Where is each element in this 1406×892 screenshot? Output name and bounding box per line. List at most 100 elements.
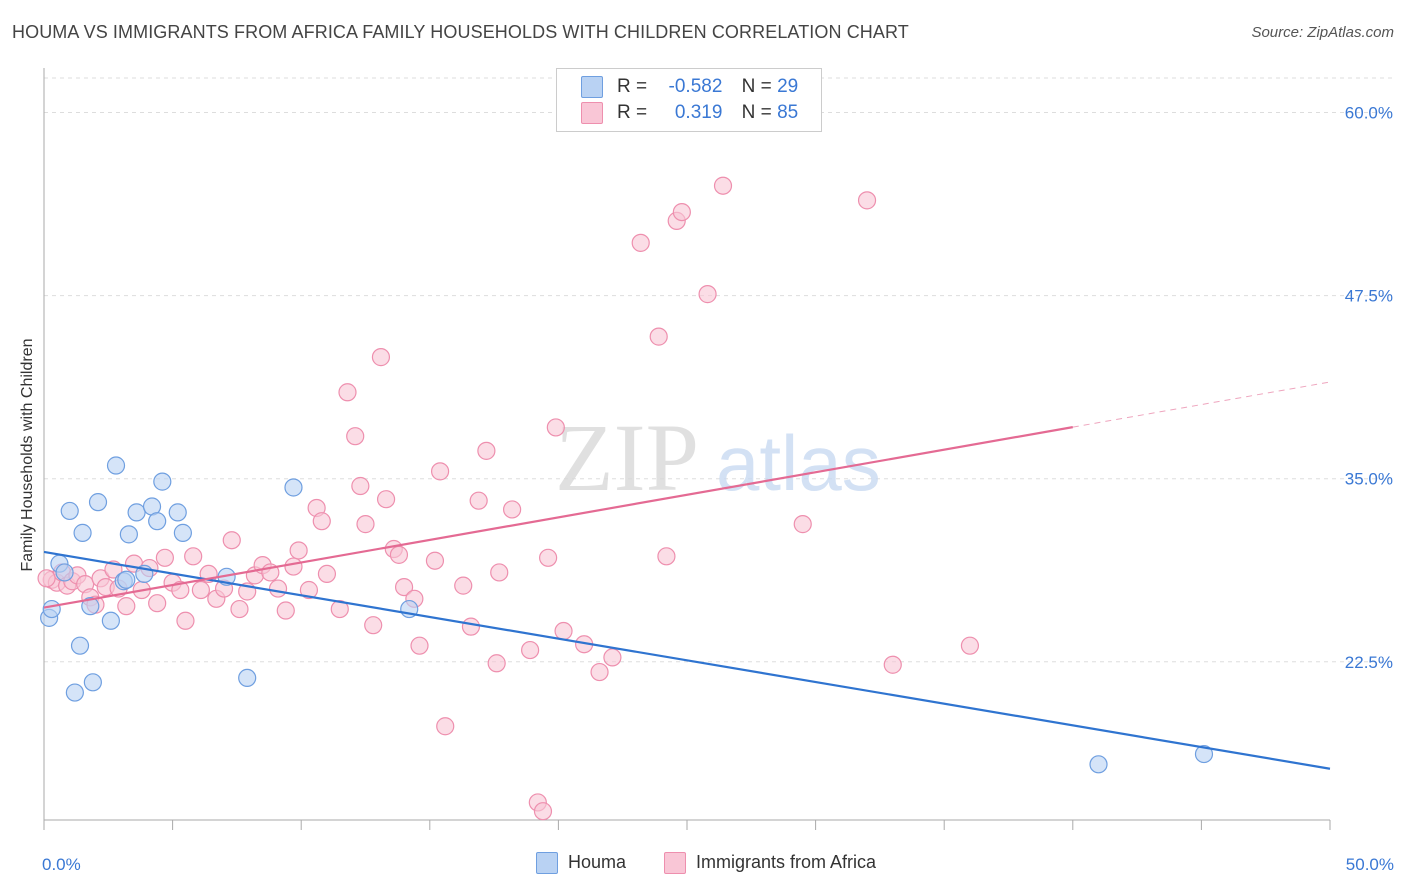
- houma-point: [81, 597, 100, 616]
- y-tick-label: 35.0%: [1345, 470, 1393, 489]
- legend-row-africa: R = 0.319 N = 85: [581, 100, 798, 126]
- houma-point: [1194, 744, 1214, 764]
- houma-point: [168, 503, 187, 522]
- africa-point: [330, 599, 349, 619]
- africa-point: [539, 548, 558, 567]
- stats-legend: R = -0.582 N = 29 R = 0.319 N = 85: [556, 68, 822, 132]
- watermark: ZIP atlas: [555, 404, 881, 511]
- africa-point: [371, 348, 391, 367]
- africa-point: [394, 577, 414, 597]
- bottom-legend-label-houma: Houma: [568, 852, 627, 872]
- africa-point: [631, 233, 650, 252]
- legend-n-label: N =: [741, 76, 772, 97]
- africa-point: [793, 515, 812, 534]
- africa-trend-extension: [1072, 381, 1331, 428]
- bottom-legend-label-africa: Immigrants from Africa: [696, 852, 877, 872]
- africa-point: [276, 601, 295, 620]
- africa-trend-line: [43, 426, 1073, 609]
- africa-point: [230, 599, 249, 619]
- africa-point: [338, 383, 357, 402]
- africa-point: [351, 476, 370, 496]
- africa-point: [155, 548, 174, 567]
- houma-point: [284, 478, 303, 497]
- africa-point: [533, 802, 553, 821]
- data-points: [37, 176, 1214, 821]
- africa-point: [657, 547, 676, 566]
- houma-point: [73, 523, 92, 542]
- bottom-legend-swatch-houma: [536, 852, 558, 875]
- africa-point: [490, 563, 509, 582]
- houma-point: [60, 501, 79, 521]
- africa-point: [364, 616, 383, 635]
- legend-r-value: 0.319: [674, 102, 723, 123]
- africa-point: [356, 515, 375, 534]
- africa-point: [117, 597, 136, 616]
- africa-point: [698, 285, 717, 304]
- houma-point: [1089, 755, 1108, 774]
- africa-point: [590, 662, 609, 682]
- houma-point: [42, 599, 61, 619]
- x-tick-label: 50.0%: [1346, 855, 1394, 874]
- houma-point: [106, 456, 126, 475]
- bottom-legend-houma: Houma: [536, 852, 627, 875]
- africa-point: [649, 327, 668, 346]
- houma-point: [153, 472, 172, 491]
- houma-point: [148, 512, 167, 531]
- bottom-legend-swatch-africa: [664, 852, 686, 875]
- y-tick-label: 60.0%: [1345, 103, 1393, 122]
- x-tick-label: 0.0%: [42, 855, 81, 874]
- houma-point: [65, 683, 84, 702]
- africa-point: [503, 500, 522, 519]
- y-tick-label: 22.5%: [1345, 653, 1393, 672]
- africa-point: [713, 176, 733, 195]
- watermark-atlas: atlas: [716, 419, 881, 507]
- houma-trend-line: [43, 550, 1331, 770]
- africa-point: [477, 441, 496, 460]
- legend-n-label: N =: [741, 102, 772, 123]
- africa-point: [37, 569, 56, 588]
- bottom-legend-africa: Immigrants from Africa: [664, 852, 877, 875]
- africa-point: [176, 611, 195, 630]
- legend-n-value: 29: [777, 76, 799, 97]
- legend-row-houma: R = -0.582 N = 29: [581, 74, 798, 100]
- houma-point: [238, 668, 257, 688]
- africa-point: [191, 580, 210, 600]
- africa-point: [317, 564, 337, 584]
- africa-point: [346, 427, 365, 446]
- tick-labels: 22.5% 35.0% 47.5% 60.0% 0.0% 50.0%: [42, 103, 1394, 874]
- legend-r-value: -0.582: [668, 76, 723, 97]
- africa-point: [148, 594, 167, 613]
- legend-r-label: R =: [617, 76, 648, 97]
- africa-point: [222, 531, 241, 550]
- africa-point: [299, 580, 319, 600]
- africa-point: [425, 551, 445, 570]
- africa-point: [171, 580, 190, 600]
- legend-r-label: R =: [617, 102, 648, 123]
- houma-point: [117, 570, 136, 589]
- africa-point: [960, 636, 980, 655]
- africa-point: [546, 418, 565, 437]
- africa-point: [184, 547, 203, 566]
- houma-point: [101, 611, 120, 630]
- africa-point: [487, 654, 506, 673]
- africa-point: [389, 545, 409, 564]
- africa-point: [289, 541, 308, 560]
- legend-swatch-africa: [581, 101, 603, 124]
- source-label: Source: ZipAtlas.com: [1251, 24, 1394, 41]
- africa-point: [430, 462, 450, 481]
- africa-point: [461, 617, 481, 636]
- houma-point: [83, 673, 102, 692]
- africa-point: [857, 191, 877, 210]
- houma-point: [88, 493, 108, 512]
- africa-point: [521, 640, 540, 660]
- africa-point: [883, 655, 902, 674]
- africa-point: [454, 576, 473, 595]
- houma-point: [70, 636, 90, 655]
- africa-point: [284, 557, 303, 576]
- africa-point: [268, 579, 288, 598]
- africa-point: [376, 490, 396, 509]
- africa-point: [312, 512, 331, 531]
- africa-point: [603, 648, 622, 667]
- houma-point: [127, 503, 146, 522]
